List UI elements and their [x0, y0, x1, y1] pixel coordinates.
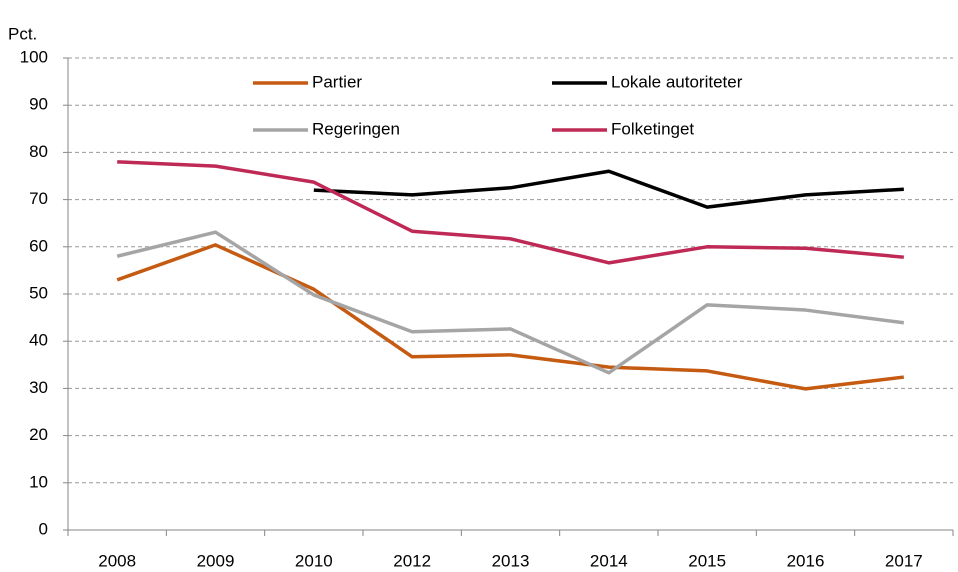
x-tick-label: 2008 [98, 551, 136, 570]
y-tick-label: 50 [29, 283, 48, 302]
line-series [116, 230, 905, 375]
x-tick-label: 2013 [492, 551, 530, 570]
y-tick-label: 90 [29, 95, 48, 114]
y-tick-label: 40 [29, 331, 48, 350]
legend-label: Regeringen [312, 119, 400, 138]
legend-label: Folketinget [611, 119, 694, 138]
y-tick-label: 10 [29, 472, 48, 491]
x-tick-label: 2015 [688, 551, 726, 570]
y-axis-label: Pct. [8, 24, 37, 43]
line-series [313, 169, 904, 209]
y-tick-label: 100 [20, 47, 48, 66]
x-tick-label: 2016 [787, 551, 825, 570]
y-tick-label: 0 [39, 519, 48, 538]
line-series [116, 243, 905, 391]
x-tick-label: 2012 [393, 551, 431, 570]
y-tick-label: 30 [29, 378, 48, 397]
x-tick-label: 2017 [885, 551, 923, 570]
x-tick-label: 2010 [295, 551, 333, 570]
y-tick-label: 20 [29, 425, 48, 444]
x-tick-label: 2014 [590, 551, 628, 570]
x-tick-label: 2009 [197, 551, 235, 570]
line-series [117, 160, 904, 265]
legend-label: Lokale autoriteter [611, 72, 743, 91]
legend-label: Partier [312, 72, 362, 91]
y-tick-label: 60 [29, 236, 48, 255]
y-tick-label: 70 [29, 189, 48, 208]
y-tick-label: 80 [29, 142, 48, 161]
